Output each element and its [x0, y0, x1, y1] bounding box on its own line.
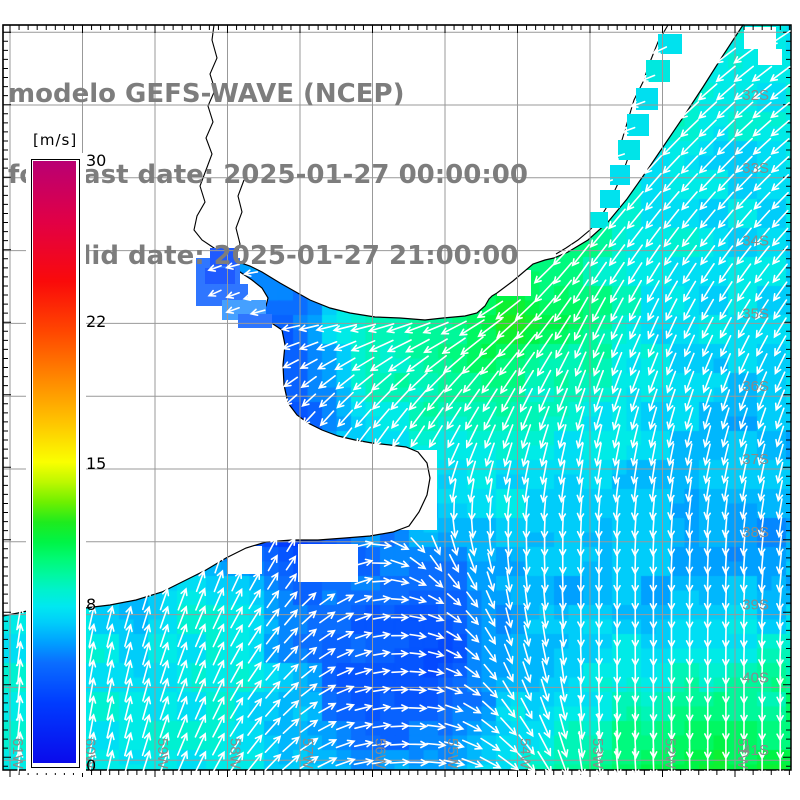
lat-lon-gridlines: [3, 25, 791, 770]
river-line: [234, 179, 245, 261]
inland-water-cells: [610, 165, 630, 185]
map-frame: [2, 24, 792, 771]
lat-axis-label: 32S: [742, 87, 769, 104]
nodata-cells: [758, 49, 782, 65]
title-block: modelo GEFS-WAVE (NCEP) forecast date: 2…: [8, 27, 528, 324]
lon-axis-label: 59W: [154, 738, 171, 770]
inland-water-cells: [627, 114, 649, 136]
lon-axis-label: 58W: [227, 738, 244, 770]
lat-axis-label: 34S: [742, 233, 769, 250]
lat-axis-label: 38S: [742, 524, 769, 541]
lat-axis-label: 35S: [742, 305, 769, 322]
colorbar-tick-label: 0: [86, 756, 97, 775]
lon-axis-label: 51W: [734, 738, 751, 770]
lat-axis-label: 41S: [742, 742, 769, 759]
lon-axis-label: 54W: [517, 738, 534, 770]
inland-water-cells: [600, 190, 620, 208]
lon-axis-label: 61W: [9, 738, 26, 770]
inland-water-cells: [636, 88, 658, 110]
lon-axis-label: 53W: [589, 738, 606, 770]
lat-axis-label: 36S: [742, 378, 769, 395]
inland-water-cells: [590, 212, 608, 228]
lon-axis-label: 57W: [299, 738, 316, 770]
colorbar-tick-label: 30: [86, 151, 107, 170]
inland-water-cells: [238, 314, 272, 328]
valid-date: valid date: 2025-01-27 21:00:00: [48, 241, 519, 271]
river-line: [193, 24, 229, 257]
lat-axis-label: 33S: [742, 160, 769, 177]
colorbar: [26, 153, 86, 773]
colorbar-tick-label: 22: [86, 312, 107, 332]
lat-axis-label: 37S: [742, 451, 769, 468]
nodata-cells: [744, 27, 776, 49]
nodata-cells: [298, 544, 358, 582]
inland-water-cells: [646, 60, 670, 82]
colorbar-gradient: [33, 161, 76, 763]
lon-axis-label: 52W: [662, 738, 679, 770]
inland-water-cells: [618, 140, 640, 160]
colorbar-unit-label: [m/s]: [33, 131, 78, 149]
inland-water-cells: [210, 248, 238, 266]
lat-axis-label: 40S: [742, 669, 769, 686]
lat-axis-label: 39S: [742, 597, 769, 614]
model-title: modelo GEFS-WAVE (NCEP): [8, 79, 405, 109]
colorbar-tick-label: 15: [86, 453, 107, 473]
colorbar-tick-label: 8: [86, 594, 97, 614]
lon-axis-label: 56W: [372, 738, 389, 770]
lon-axis-label: 55W: [444, 738, 461, 770]
inland-water-cells: [658, 34, 682, 54]
colorbar-frame: [31, 159, 80, 768]
axis-ticks: [3, 25, 791, 777]
